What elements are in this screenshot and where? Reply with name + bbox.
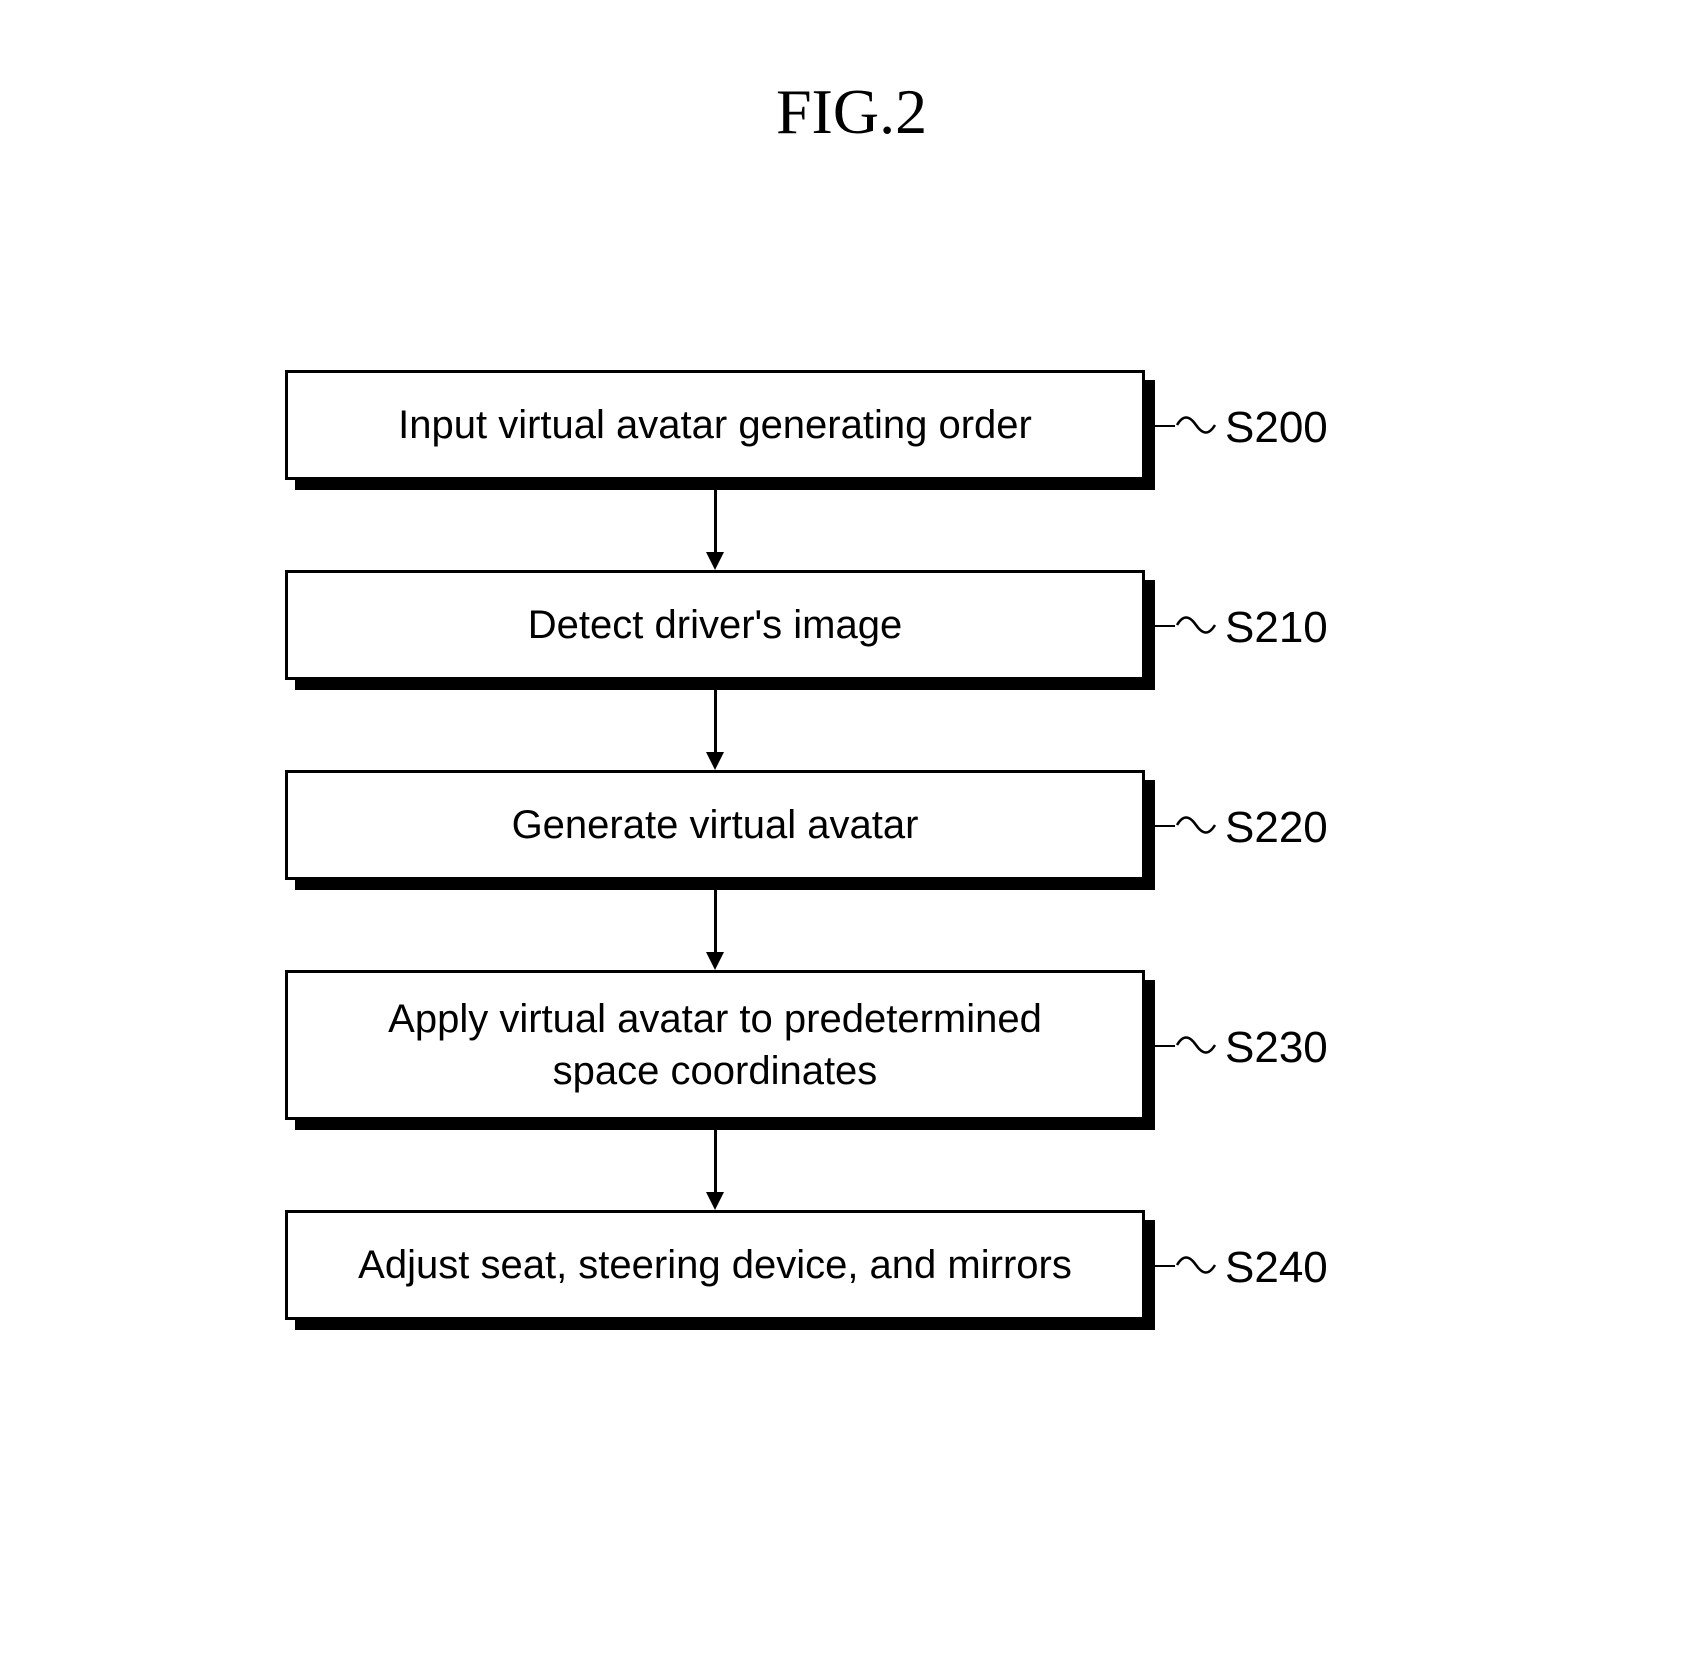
connector-tick: [1155, 1265, 1175, 1267]
step-label: S220: [1225, 803, 1328, 853]
step-label: S230: [1225, 1023, 1328, 1073]
connector-tick: [1155, 625, 1175, 627]
step-label: S240: [1225, 1243, 1328, 1293]
label-connector-wave: [1175, 1033, 1217, 1062]
arrow-line: [714, 1130, 717, 1192]
step-label: S210: [1225, 603, 1328, 653]
box-text: Detect driver's image: [528, 599, 902, 651]
flowchart-box: Detect driver's image: [285, 570, 1145, 680]
step-label: S200: [1225, 403, 1328, 453]
connector-tick: [1155, 1045, 1175, 1047]
flowchart-step: Generate virtual avatarS220: [285, 770, 1145, 880]
flowchart-arrow: [706, 890, 724, 970]
arrow-head-icon: [706, 752, 724, 770]
arrow-line: [714, 490, 717, 552]
arrow-line: [714, 890, 717, 952]
box-text: Input virtual avatar generating order: [398, 399, 1032, 451]
arrow-head-icon: [706, 952, 724, 970]
flowchart-step: Detect driver's imageS210: [285, 570, 1145, 680]
flowchart-box: Apply virtual avatar to predetermined sp…: [285, 970, 1145, 1120]
arrow-head-icon: [706, 552, 724, 570]
figure-title: FIG.2: [776, 75, 927, 149]
flowchart-box: Input virtual avatar generating order: [285, 370, 1145, 480]
flowchart-step: Apply virtual avatar to predetermined sp…: [285, 970, 1145, 1120]
label-connector-wave: [1175, 613, 1217, 642]
flowchart-box: Generate virtual avatar: [285, 770, 1145, 880]
box-text: Generate virtual avatar: [512, 799, 919, 851]
flowchart-box: Adjust seat, steering device, and mirror…: [285, 1210, 1145, 1320]
box-text: Apply virtual avatar to predetermined sp…: [388, 993, 1042, 1097]
label-connector-wave: [1175, 413, 1217, 442]
connector-tick: [1155, 425, 1175, 427]
connector-tick: [1155, 825, 1175, 827]
flowchart-step: Adjust seat, steering device, and mirror…: [285, 1210, 1145, 1320]
flowchart-arrow: [706, 490, 724, 570]
box-text: Adjust seat, steering device, and mirror…: [358, 1239, 1072, 1291]
flowchart-step: Input virtual avatar generating orderS20…: [285, 370, 1145, 480]
arrow-head-icon: [706, 1192, 724, 1210]
label-connector-wave: [1175, 813, 1217, 842]
label-connector-wave: [1175, 1253, 1217, 1282]
flowchart-arrow: [706, 690, 724, 770]
arrow-line: [714, 690, 717, 752]
flowchart-arrow: [706, 1130, 724, 1210]
